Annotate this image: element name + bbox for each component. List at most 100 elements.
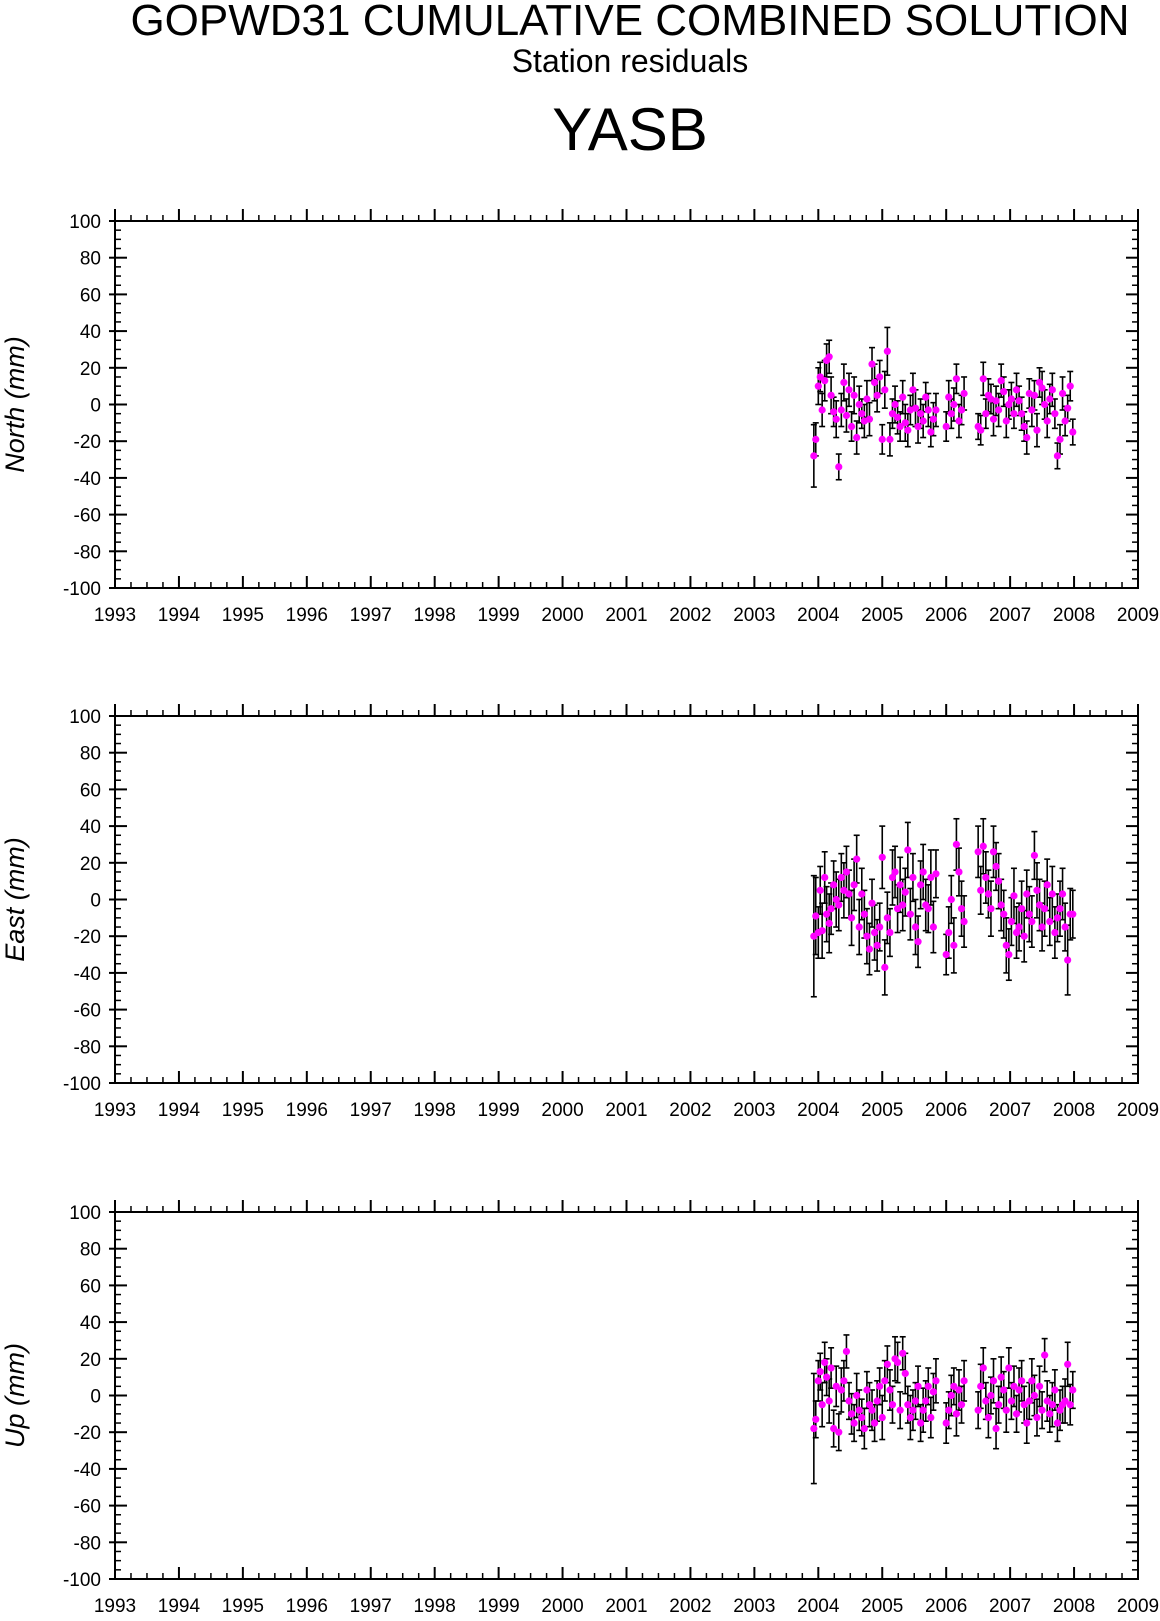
- data-point: [1035, 901, 1044, 909]
- data-point: [1038, 384, 1046, 392]
- data-point: [899, 901, 907, 909]
- data-point: [1064, 1360, 1072, 1368]
- data-point: [886, 435, 894, 443]
- data-point: [960, 1377, 968, 1385]
- data-point: [1053, 452, 1062, 460]
- data-point: [1000, 1386, 1008, 1394]
- data-point: [818, 927, 826, 935]
- north-panel: 1993 1994 1995 1996 1997 1998 1999 2000 2001 2002…: [0, 209, 1159, 626]
- x-tick-label: 1996: [286, 605, 328, 626]
- x-tick-label: 2003: [733, 1596, 775, 1617]
- x-tick-label: 2002: [669, 605, 711, 626]
- data-point: [832, 1382, 840, 1390]
- data-point: [881, 1377, 889, 1385]
- y-tick-label: -100: [63, 579, 101, 600]
- data-point: [865, 945, 874, 953]
- x-tick-label: 2008: [1053, 605, 1095, 626]
- data-point: [997, 1373, 1005, 1381]
- data-point: [818, 1401, 826, 1409]
- data-point: [886, 928, 894, 937]
- data-point: [977, 886, 985, 894]
- data-point: [957, 905, 966, 913]
- data-point: [1069, 910, 1077, 918]
- data-point: [1069, 428, 1077, 436]
- data-point: [1069, 1386, 1077, 1394]
- x-tick-label: 1997: [350, 1100, 392, 1121]
- data-point: [873, 941, 881, 949]
- data-point: [863, 1386, 871, 1394]
- data-point: [835, 463, 843, 471]
- data-point: [927, 428, 935, 436]
- data-point: [821, 1358, 829, 1367]
- data-point: [927, 873, 935, 882]
- data-point: [825, 353, 833, 361]
- data-point: [1028, 917, 1036, 926]
- y-tick-label: -80: [74, 542, 101, 563]
- data-point: [914, 1382, 922, 1390]
- data-point: [995, 1401, 1003, 1409]
- data-point: [814, 382, 822, 390]
- data-point: [837, 1386, 845, 1394]
- data-point: [821, 873, 829, 882]
- data-point: [989, 1377, 998, 1385]
- data-point: [842, 411, 851, 420]
- data-point: [830, 408, 838, 416]
- data-point: [955, 868, 963, 876]
- data-point: [860, 910, 868, 918]
- y-tick-label: -20: [74, 432, 101, 453]
- x-tick-label: 2009: [1117, 1596, 1159, 1617]
- x-tick-label: 1999: [477, 1596, 519, 1617]
- data-point: [1010, 892, 1018, 900]
- x-tick-label: 2001: [605, 1100, 647, 1121]
- data-point: [979, 842, 987, 850]
- x-tick-label: 1997: [350, 1596, 392, 1617]
- y-tick-label: 100: [69, 212, 101, 233]
- data-point: [947, 895, 955, 904]
- x-tick-label: 2005: [861, 1596, 903, 1617]
- data-point: [992, 1424, 1000, 1433]
- y-tick-label: 80: [80, 744, 101, 765]
- data-point: [878, 1413, 886, 1422]
- data-point: [929, 415, 938, 423]
- x-tick-label: 2006: [925, 605, 967, 626]
- up-panel: 1993 1994 1995 1996 1997 1998 1999 2000 2001 2002…: [0, 1200, 1159, 1617]
- data-point: [1002, 1406, 1010, 1414]
- data-point: [1053, 1419, 1062, 1427]
- data-point: [893, 413, 902, 421]
- y-tick-label: 0: [90, 396, 101, 417]
- data-point: [947, 1391, 955, 1400]
- y-tick-label: 80: [80, 249, 101, 270]
- data-point: [896, 881, 904, 889]
- data-point: [1051, 410, 1059, 418]
- x-tick-label: 1995: [222, 1100, 264, 1121]
- data-point: [904, 426, 912, 434]
- data-point: [1015, 397, 1023, 405]
- data-point: [917, 1419, 925, 1427]
- x-tick-label: 2000: [541, 1596, 583, 1617]
- x-tick-label: 2004: [797, 605, 840, 626]
- data-point: [1046, 1410, 1054, 1418]
- x-tick-label: 1994: [158, 1100, 201, 1121]
- data-point: [825, 1397, 833, 1405]
- data-point: [821, 377, 829, 385]
- data-point: [901, 419, 909, 427]
- data-point: [987, 1391, 995, 1400]
- data-point: [818, 406, 826, 414]
- data-point: [842, 868, 851, 876]
- x-tick-label: 2009: [1117, 605, 1159, 626]
- data-point: [810, 452, 818, 460]
- data-point: [823, 1373, 831, 1381]
- x-tick-label: 2001: [605, 605, 647, 626]
- x-tick-label: 2005: [861, 605, 903, 626]
- x-tick-label: 1998: [414, 605, 456, 626]
- data-point: [909, 386, 917, 394]
- data-point: [827, 905, 835, 913]
- data-point: [1010, 1382, 1018, 1390]
- data-point: [855, 923, 863, 931]
- data-point: [932, 1377, 940, 1385]
- data-point: [855, 400, 863, 409]
- x-tick-label: 2000: [541, 1100, 583, 1121]
- data-point: [952, 375, 961, 383]
- data-point: [1048, 1401, 1056, 1409]
